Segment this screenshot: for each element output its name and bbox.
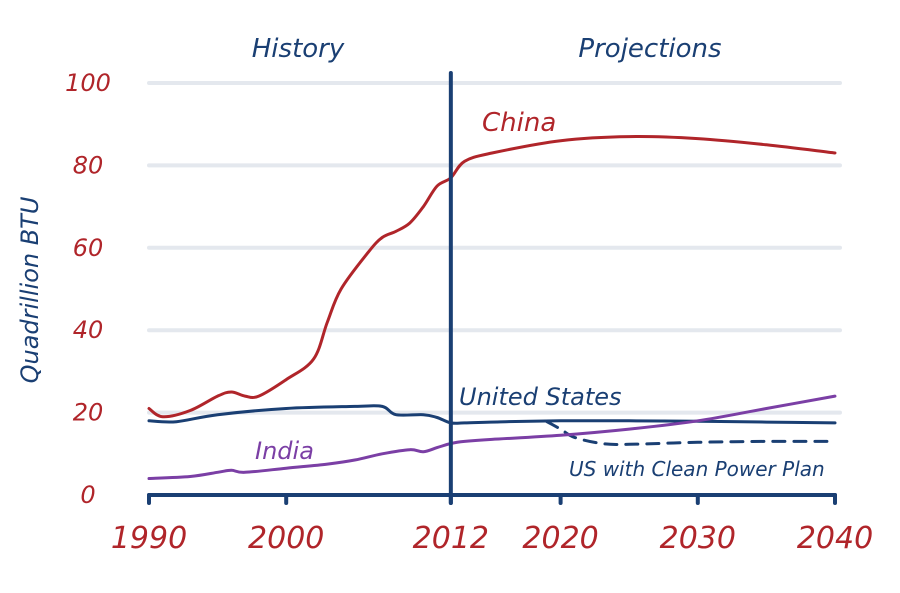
series-line-china xyxy=(147,135,837,419)
y-tick-label-40: 40 xyxy=(73,316,104,344)
series-line-us-with-clean-power-plan xyxy=(545,420,837,446)
x-tick-label-2012: 2012 xyxy=(413,521,489,556)
section-label-projections: Projections xyxy=(578,34,721,64)
x-tick-label-1990: 1990 xyxy=(111,521,187,556)
y-tick-label-80: 80 xyxy=(73,151,104,179)
series-line-india xyxy=(147,394,837,480)
x-tick-label-2000: 2000 xyxy=(248,521,324,556)
x-tick-label-2030: 2030 xyxy=(660,521,736,556)
section-label-history: History xyxy=(252,34,345,64)
y-axis-label: Quadrillion BTU xyxy=(16,196,44,383)
x-tick-label-2040: 2040 xyxy=(797,521,873,556)
y-tick-label-0: 0 xyxy=(80,481,95,509)
series-label-us-clean-power-plan: US with Clean Power Plan xyxy=(569,457,825,481)
series-line-united-states xyxy=(147,404,837,425)
gridlines xyxy=(147,81,842,415)
y-tick-label-100: 100 xyxy=(65,69,111,97)
x-tick-label-2020: 2020 xyxy=(522,521,598,556)
series-label-china: China xyxy=(482,108,556,138)
axes xyxy=(147,71,837,505)
y-tick-label-20: 20 xyxy=(73,399,104,427)
series-label-united-states: United States xyxy=(459,383,622,411)
y-tick-label-60: 60 xyxy=(73,234,104,262)
labels: History Projections Quadrillion BTU Chin… xyxy=(16,34,873,556)
series-lines xyxy=(147,135,837,480)
series-label-india: India xyxy=(255,437,314,465)
